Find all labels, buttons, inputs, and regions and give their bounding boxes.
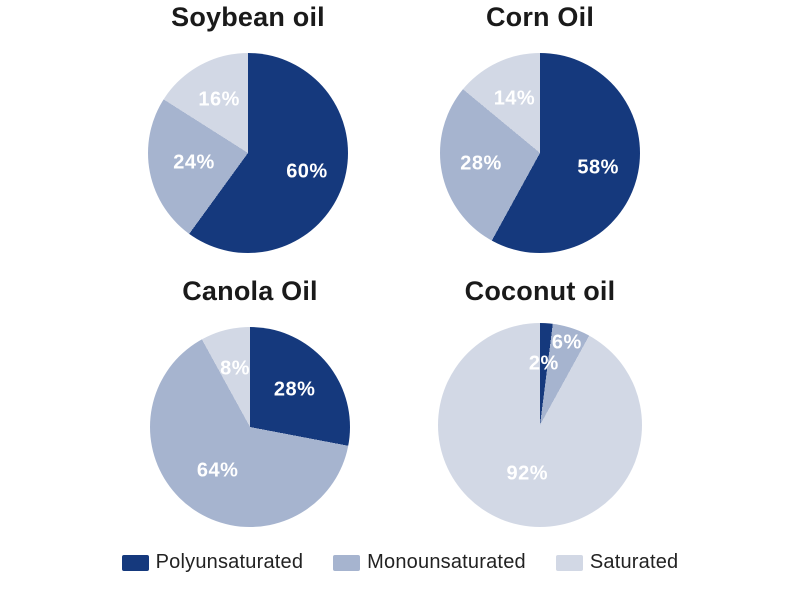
pie-corn-oil: 58% 28% 14% [440,53,640,253]
pie-canola-oil: 28% 64% 8% [150,327,350,527]
pie-coconut-oil: 2% 6% 92% [438,323,642,527]
pie-slice-label: 16% [198,88,240,111]
pie-slice-label: 58% [577,156,619,179]
pie-slice-label: 2% [528,352,559,375]
pie-slice-label: 24% [173,151,215,174]
pie-slice-label: 14% [493,87,536,110]
pie-slice-label: 28% [273,378,316,401]
legend-label-monounsaturated: Monounsaturated [367,551,526,573]
legend: Polyunsaturated Monounsaturated Saturate… [0,551,800,574]
chart-title-coconut-oil: Coconut oil [464,276,616,306]
pie-slice-label: 60% [286,160,328,183]
pie-slice-label: 92% [506,462,549,485]
legend-item-monounsaturated: Monounsaturated [333,551,526,574]
legend-swatch-monounsaturated-icon [333,554,361,571]
legend-item-saturated: Saturated [555,551,679,574]
chart-title-corn-oil: Corn Oil [485,2,595,32]
legend-item-polyunsaturated: Polyunsaturated [121,551,304,574]
pie-slice-label: 6% [551,331,582,354]
chart-title-soybean-oil: Soybean oil [171,2,325,32]
legend-swatch-saturated-icon [555,554,583,571]
legend-label-polyunsaturated: Polyunsaturated [155,551,304,573]
pie-soybean-oil: 60% 24% 16% [148,53,348,253]
legend-label-saturated: Saturated [589,551,679,573]
chart-title-canola-oil: Canola Oil [182,276,318,306]
pie-slice-label: 64% [196,459,239,482]
pie-slice-label: 28% [460,152,502,175]
pie-slice-label: 8% [220,357,251,380]
legend-swatch-polyunsaturated-icon [121,554,149,571]
